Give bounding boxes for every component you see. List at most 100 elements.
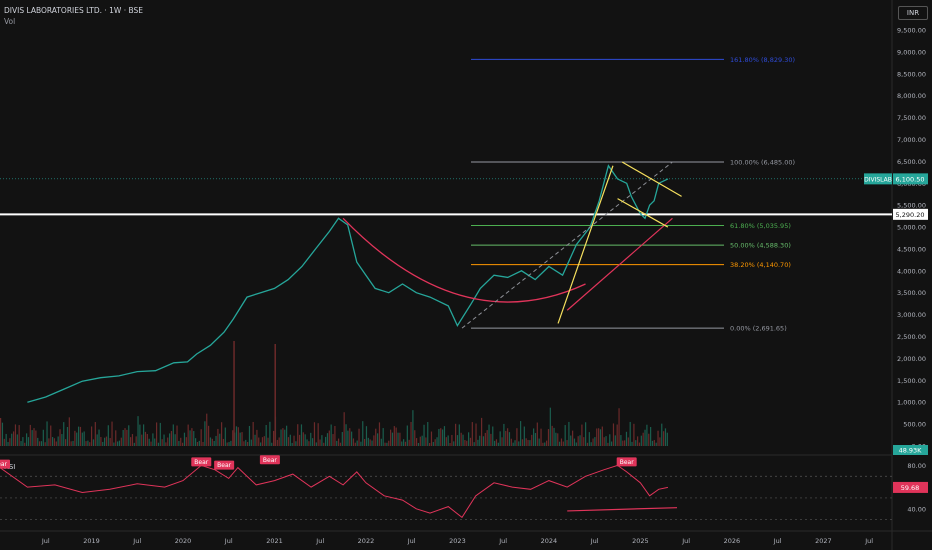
volume-bar bbox=[258, 437, 260, 446]
volume-bar bbox=[585, 422, 587, 446]
volume-bar bbox=[631, 441, 633, 446]
volume-bar bbox=[124, 428, 126, 446]
volume-bar bbox=[193, 431, 195, 446]
volume-bar bbox=[490, 433, 492, 446]
volume-bar bbox=[196, 442, 199, 446]
volume-bar bbox=[269, 421, 271, 446]
price-tick-label: 5,000.00 bbox=[897, 224, 926, 232]
volume-bar bbox=[22, 437, 24, 446]
volume-bar bbox=[369, 439, 371, 446]
volume-bar bbox=[629, 421, 631, 446]
volume-bar bbox=[61, 434, 63, 446]
volume-bar bbox=[9, 438, 11, 446]
volume-bar bbox=[596, 428, 598, 446]
volume-bar bbox=[423, 424, 425, 446]
volume-bar bbox=[250, 439, 252, 446]
volume-bar bbox=[373, 435, 375, 446]
volume-bar bbox=[466, 440, 468, 446]
volume-bar bbox=[345, 424, 347, 446]
volume-bar bbox=[330, 424, 332, 446]
volume-bar bbox=[302, 432, 304, 446]
volume-bar bbox=[243, 441, 245, 446]
volume-bar bbox=[531, 434, 533, 446]
volume-bar bbox=[666, 432, 668, 446]
volume-bar bbox=[542, 442, 544, 446]
bear-signal-label: Bear bbox=[263, 457, 277, 464]
volume-bar bbox=[20, 441, 22, 446]
volume-value-label: 48.93K bbox=[899, 447, 923, 455]
volume-bar bbox=[456, 435, 459, 446]
volume-bar bbox=[261, 437, 264, 446]
volume-bar bbox=[191, 428, 193, 446]
volume-bar bbox=[308, 441, 310, 446]
time-tick-label: 2022 bbox=[358, 537, 375, 545]
volume-bar bbox=[425, 437, 427, 446]
volume-bar bbox=[152, 433, 154, 446]
price-tick-label: 3,000.00 bbox=[897, 311, 926, 319]
volume-bar bbox=[575, 442, 577, 446]
volume-bar bbox=[640, 435, 642, 446]
volume-bar bbox=[416, 438, 418, 446]
currency-selector[interactable]: INR bbox=[898, 6, 928, 20]
volume-bar bbox=[572, 430, 574, 446]
volume-bar bbox=[312, 438, 314, 446]
fib-level-label: 50.00% (4,588.30) bbox=[730, 242, 791, 250]
volume-bar bbox=[182, 442, 184, 446]
volume-bar bbox=[362, 421, 364, 446]
volume-bar bbox=[215, 435, 217, 446]
volume-bar bbox=[432, 441, 434, 446]
volume-bar bbox=[50, 425, 52, 446]
volume-bar bbox=[395, 427, 397, 446]
volume-bar bbox=[233, 341, 235, 446]
volume-bar bbox=[612, 423, 615, 446]
volume-bar bbox=[538, 438, 540, 446]
volume-bar bbox=[406, 425, 408, 446]
volume-bar bbox=[518, 441, 520, 446]
volume-bar bbox=[185, 437, 187, 446]
volume-bar bbox=[178, 440, 180, 446]
volume-bar bbox=[40, 441, 43, 446]
volume-bar bbox=[449, 442, 451, 446]
volume-bar bbox=[113, 442, 115, 446]
time-tick-label: 2023 bbox=[449, 537, 466, 545]
volume-bar bbox=[633, 423, 635, 446]
time-tick-label: Jul bbox=[498, 537, 507, 545]
volume-bar bbox=[321, 435, 323, 446]
volume-bar bbox=[642, 432, 644, 446]
volume-bar bbox=[306, 439, 308, 446]
volume-bar bbox=[68, 417, 70, 446]
volume-bar bbox=[16, 434, 18, 446]
volume-bar bbox=[189, 430, 191, 446]
volume-bar bbox=[74, 430, 76, 446]
volume-bar bbox=[514, 440, 516, 446]
volume-bar bbox=[33, 428, 35, 446]
price-tick-label: 4,000.00 bbox=[897, 267, 926, 275]
volume-bar bbox=[143, 424, 145, 446]
volume-bar bbox=[590, 442, 592, 446]
volume-bar bbox=[429, 442, 431, 446]
volume-bar bbox=[614, 435, 616, 446]
volume-bar bbox=[144, 431, 147, 446]
time-tick-label: Jul bbox=[681, 537, 690, 545]
volume-bar bbox=[477, 439, 479, 446]
volume-bar bbox=[536, 422, 538, 446]
price-tick-label: 8,500.00 bbox=[897, 70, 926, 78]
time-tick-label: 2025 bbox=[632, 537, 649, 545]
volume-bar bbox=[618, 408, 620, 446]
volume-bar bbox=[104, 437, 106, 446]
volume-bar bbox=[648, 433, 650, 446]
price-tick-label: 2,000.00 bbox=[897, 355, 926, 363]
volume-bar bbox=[624, 440, 626, 446]
volume-bar bbox=[237, 427, 239, 446]
volume-bar bbox=[248, 425, 251, 446]
volume-bar bbox=[534, 433, 537, 446]
price-tick-label: 5,500.00 bbox=[897, 202, 926, 210]
volume-bar bbox=[568, 421, 570, 446]
volume-bar bbox=[343, 412, 345, 446]
volume-bar bbox=[655, 442, 657, 446]
volume-bar bbox=[635, 440, 637, 446]
volume-bar bbox=[65, 439, 67, 446]
volume-bar bbox=[159, 422, 161, 446]
volume-bar bbox=[339, 442, 342, 446]
